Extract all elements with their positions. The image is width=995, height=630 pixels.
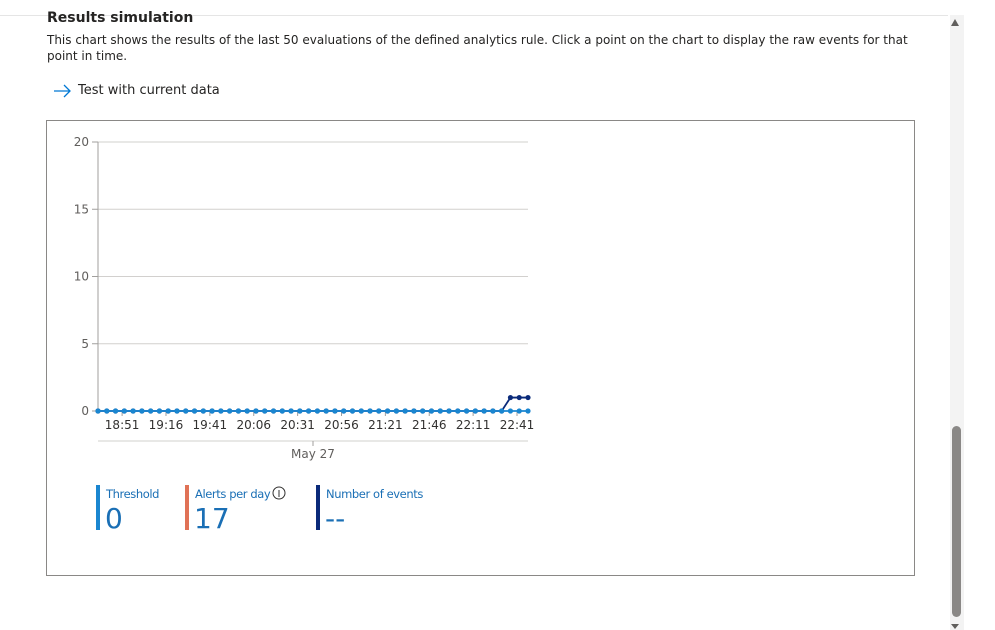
section-title: Results simulation: [47, 10, 194, 26]
chart-box: [46, 120, 915, 576]
test-link[interactable]: Test with current data: [52, 83, 220, 98]
description: This chart shows the results of the last…: [47, 33, 908, 63]
scroll-thumb[interactable]: [952, 426, 961, 617]
link-text[interactable]: Test with current data: [78, 83, 220, 98]
divider: [0, 15, 948, 16]
arrow-icon: [54, 84, 71, 97]
